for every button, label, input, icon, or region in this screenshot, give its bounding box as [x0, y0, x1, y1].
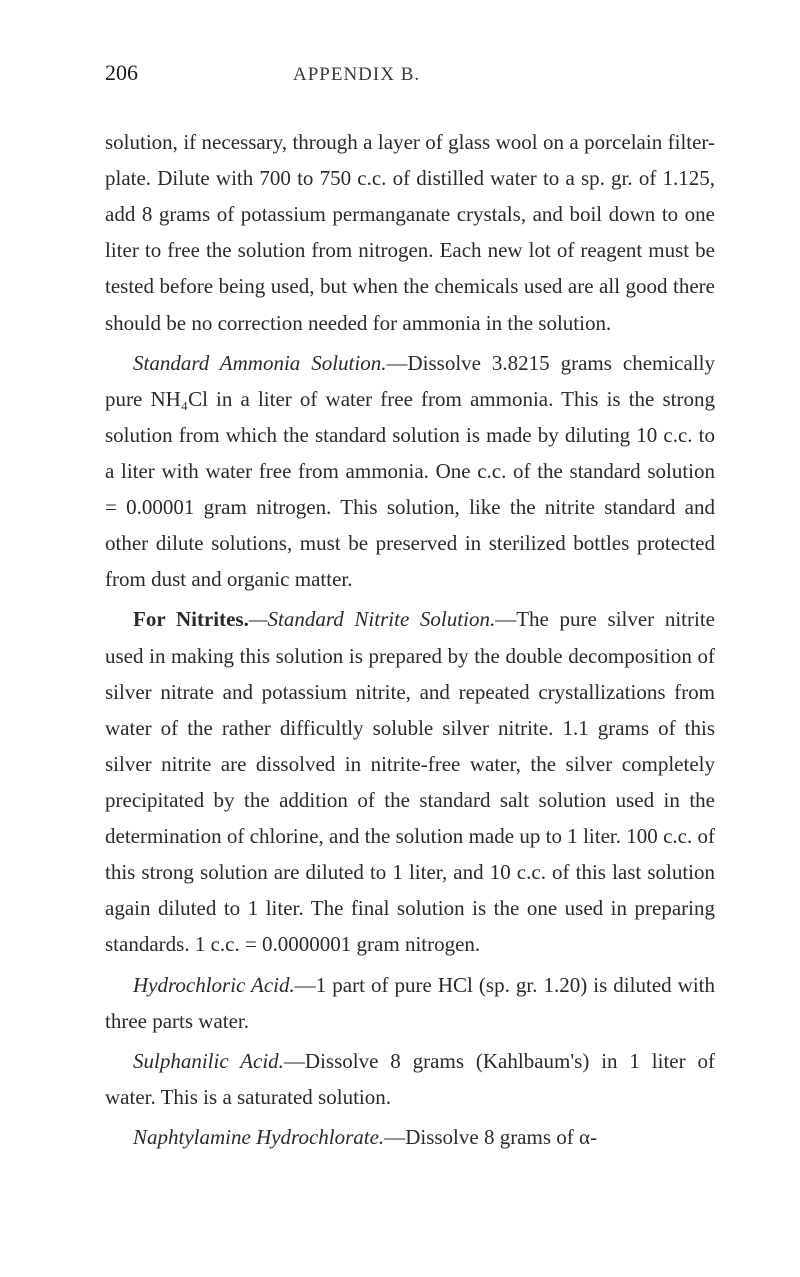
paragraph-4: Hydrochloric Acid.—1 part of pure HCl (s… [105, 967, 715, 1039]
paragraph-6-text: —Dissolve 8 grams of α- [384, 1125, 597, 1149]
paragraph-3-italic: —Standard Nitrite Solution. [249, 607, 495, 631]
paragraph-1-text: solution, if necessary, through a layer … [105, 130, 715, 335]
paragraph-4-italic: Hydrochloric Acid. [133, 973, 295, 997]
paragraph-3-bold: For Nitrites. [133, 607, 249, 631]
paragraph-2: Standard Ammonia Solution.—Dissolve 3.82… [105, 345, 715, 598]
paragraph-2-text: —Dissolve 3.8215 grams chemically pure N… [105, 351, 715, 592]
paragraph-5: Sulphanilic Acid.—Dissolve 8 grams (Kahl… [105, 1043, 715, 1115]
appendix-title: APPENDIX B. [293, 64, 420, 86]
paragraph-3-text: —The pure sil­ver nitrite used in making… [105, 607, 715, 956]
paragraph-5-italic: Sulphanilic Acid. [133, 1049, 284, 1073]
page-number: 206 [105, 60, 138, 86]
paragraph-6: Naphtylamine Hydrochlorate.—Dissolve 8 g… [105, 1119, 715, 1155]
page-header: 206 APPENDIX B. [105, 60, 715, 86]
paragraph-3: For Nitrites.—Standard Nitrite Solution.… [105, 601, 715, 962]
paragraph-2-italic: Standard Ammonia Solution. [133, 351, 386, 375]
paragraph-1: solution, if necessary, through a layer … [105, 124, 715, 341]
paragraph-6-italic: Naphtylamine Hydrochlorate. [133, 1125, 384, 1149]
